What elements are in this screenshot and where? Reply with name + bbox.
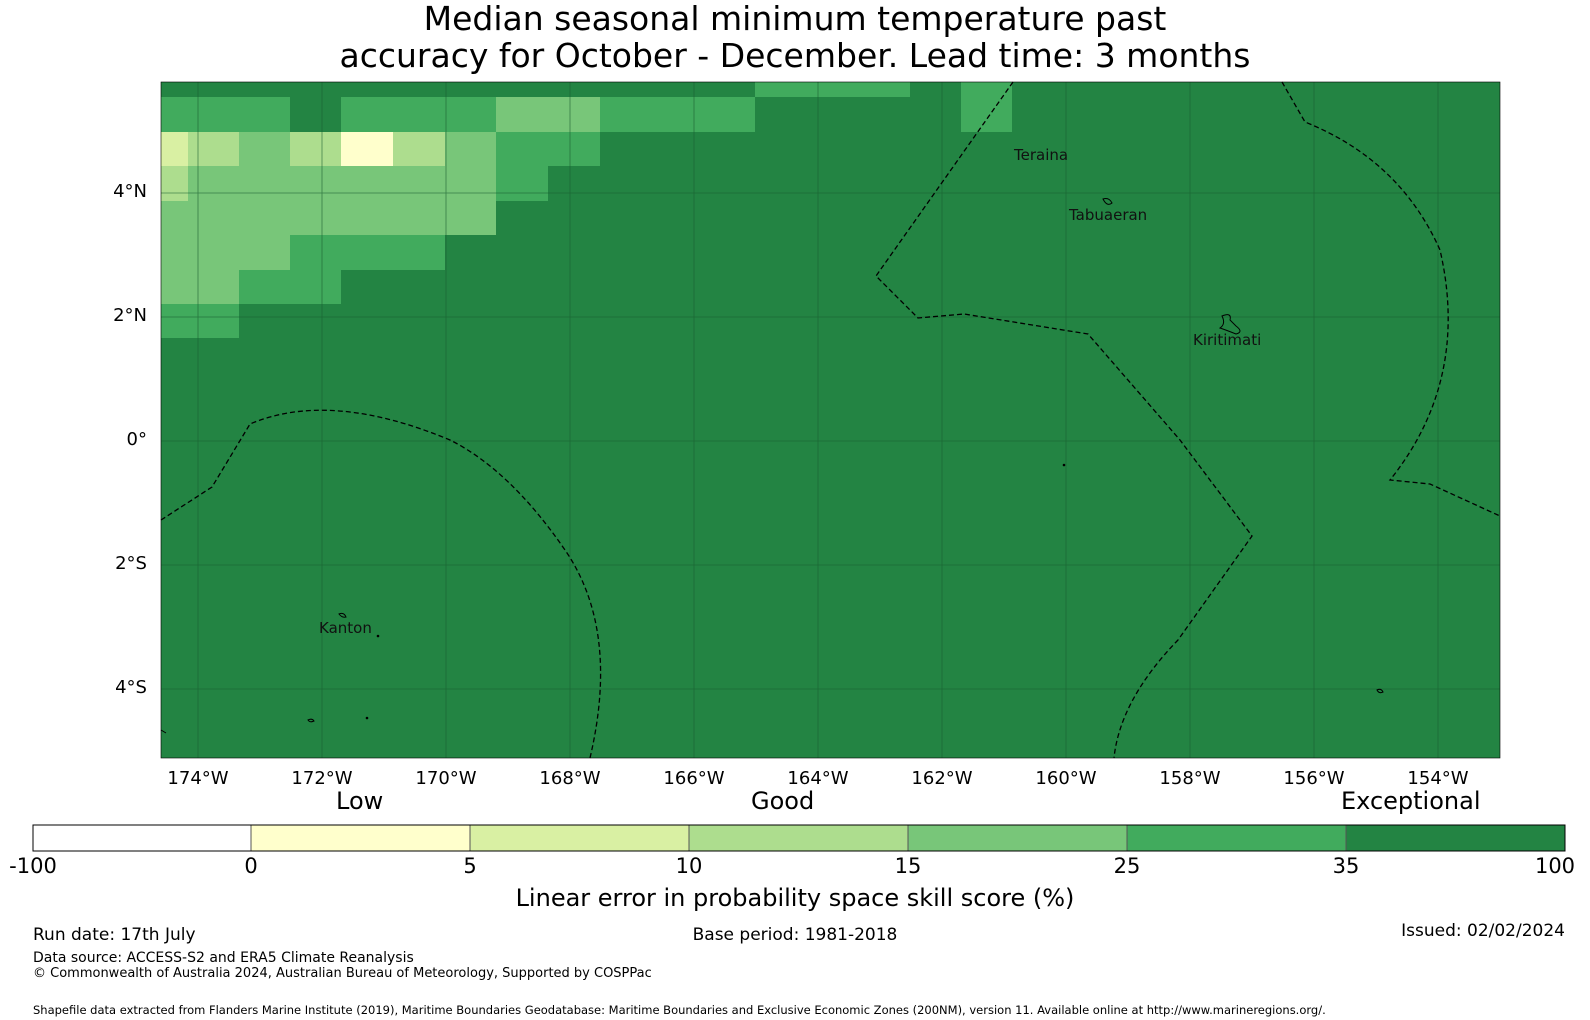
eez-boundaries <box>160 81 1501 759</box>
islet-shape <box>1376 688 1384 694</box>
islet-shape <box>160 729 167 734</box>
tabuaeran-island-shape <box>1102 198 1113 205</box>
colorbar-tick: 10 <box>675 854 703 878</box>
lon-label-160w: 160°W <box>1035 768 1097 789</box>
islet-shape <box>376 634 380 638</box>
lon-label-174w: 174°W <box>167 768 229 789</box>
issued-date: Issued: 02/02/2024 <box>1401 921 1565 941</box>
lon-label-168w: 168°W <box>539 768 601 789</box>
lon-label-162w: 162°W <box>911 768 973 789</box>
gridlines <box>161 82 1500 758</box>
lat-label-2n: 2°N <box>113 305 147 326</box>
colorbar-tick: 25 <box>1113 854 1141 878</box>
islet-shape <box>1062 463 1066 467</box>
kiritimati-island-shape <box>1218 314 1241 335</box>
run-date: Run date: 17th July <box>33 925 196 945</box>
lat-label-2s: 2°S <box>115 553 147 574</box>
lon-label-158w: 158°W <box>1159 768 1221 789</box>
island-outlines <box>160 198 1384 734</box>
lon-label-154w: 154°W <box>1407 768 1469 789</box>
lat-label-4n: 4°N <box>113 181 147 202</box>
place-label-tabuaeran: Tabuaeran <box>1068 206 1147 224</box>
colorbar-tick: -100 <box>9 854 57 878</box>
copyright: © Commonwealth of Australia 2024, Austra… <box>33 966 652 981</box>
colorbar-category-exceptional: Exceptional <box>1341 787 1481 815</box>
lon-label-166w: 166°W <box>663 768 725 789</box>
map-frame <box>160 81 1501 759</box>
lon-label-172w: 172°W <box>291 768 353 789</box>
colorbar-tick: 5 <box>463 854 477 878</box>
shapefile-credit: Shapefile data extracted from Flanders M… <box>33 1003 1326 1017</box>
place-label-kiritimati: Kiritimati <box>1193 331 1261 349</box>
kanton-island-shape <box>338 612 347 618</box>
colorbar-tick: 0 <box>244 854 258 878</box>
place-label-kanton: Kanton <box>319 619 372 637</box>
colorbar-category-low: Low <box>336 787 384 815</box>
map-title-line2: accuracy for October - December. Lead ti… <box>339 36 1251 75</box>
colorbar <box>32 824 1566 852</box>
lon-label-164w: 164°W <box>787 768 849 789</box>
data-source: Data source: ACCESS-S2 and ERA5 Climate … <box>33 950 414 966</box>
place-label-teraina: Teraina <box>1013 146 1068 164</box>
lon-label-156w: 156°W <box>1283 768 1345 789</box>
colorbar-tick: 15 <box>894 854 922 878</box>
colorbar-category-good: Good <box>751 787 815 815</box>
base-period: Base period: 1981-2018 <box>692 925 898 945</box>
colorbar-tick: 100 <box>1534 854 1576 878</box>
lat-label-0: 0° <box>126 429 147 450</box>
colorbar-tick: 35 <box>1332 854 1360 878</box>
map-title-line1: Median seasonal minimum temperature past <box>423 0 1167 38</box>
lon-label-170w: 170°W <box>415 768 477 789</box>
islet-shape <box>365 716 369 720</box>
skill-cells <box>161 82 1012 338</box>
lat-label-4s: 4°S <box>115 677 147 698</box>
islet-shape <box>307 718 315 723</box>
colorbar-label: Linear error in probability space skill … <box>515 884 1075 912</box>
